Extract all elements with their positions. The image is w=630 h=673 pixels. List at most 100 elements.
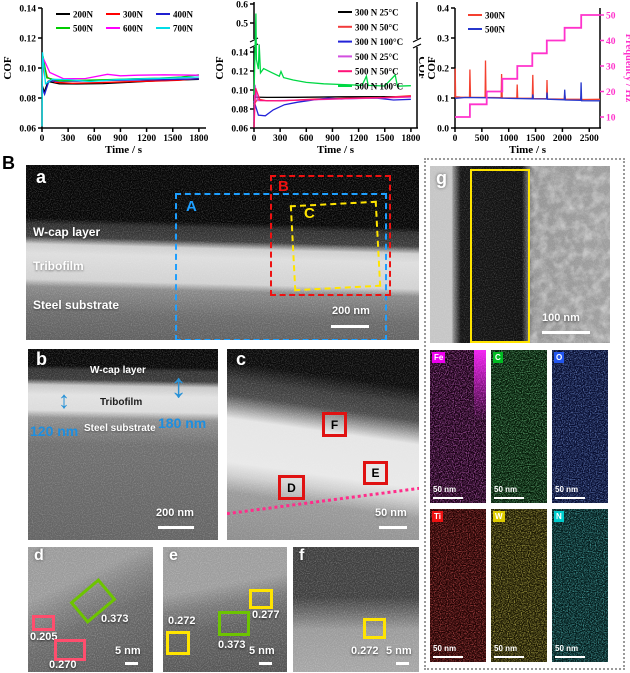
svg-text:1200: 1200	[349, 134, 368, 144]
series-500N	[41, 55, 199, 82]
lattice-value: 0.270	[49, 659, 77, 671]
series-500-N-50°C	[253, 87, 411, 128]
fe-rich-streak	[474, 350, 486, 420]
scale-text-g: 100 nm	[542, 312, 580, 324]
thickness-label-120: 120 nm	[30, 423, 79, 439]
svg-text:1800: 1800	[401, 134, 420, 144]
scale-text-a: 200 nm	[332, 305, 370, 317]
svg-text:600: 600	[87, 134, 102, 144]
panel-b-letter: b	[36, 349, 47, 369]
svg-text:1000: 1000	[499, 134, 518, 144]
scale-text-d: 5 nm	[115, 645, 141, 657]
element-chip: C	[493, 352, 503, 363]
svg-text:0.4: 0.4	[437, 5, 449, 15]
cof-vs-time-temperature-chart: 0 300 600 900 1200 1500 1800 0.06 0.08 0.10 0.12 0.…	[212, 0, 428, 156]
scale-bar-f	[396, 662, 409, 665]
svg-text:500 N 50°C: 500 N 50°C	[355, 67, 399, 77]
series-600N	[41, 58, 199, 80]
panel-e-letter: e	[169, 547, 178, 564]
speckle-overlay	[552, 350, 608, 503]
thickness-label-180: 180 nm	[158, 415, 207, 431]
svg-text:700N: 700N	[173, 24, 194, 34]
panel-f-letter: f	[299, 547, 305, 564]
lattice-box-yellow	[363, 618, 386, 639]
cof-vs-time-load-chart: 0 300 600 900 1200 1500 1800 0.06 0.08 0.10 0.12 0.…	[0, 0, 212, 157]
svg-text:0.6: 0.6	[236, 1, 248, 11]
svg-text:30: 30	[606, 63, 616, 73]
lattice-box-yellow	[166, 631, 190, 655]
svg-text:300 N 100°C: 300 N 100°C	[355, 37, 403, 47]
svg-text:10: 10	[606, 114, 616, 124]
lattice-box-pink	[54, 639, 86, 661]
micrograph-b-thickness: b W-cap layer Tribofilm Steel substrate …	[28, 349, 218, 540]
svg-text:0.08: 0.08	[231, 106, 248, 116]
eds-map-Ti: Ti 50 nm	[430, 509, 486, 662]
eds-map-Fe: Fe 50 nm	[430, 350, 486, 503]
svg-text:2000: 2000	[553, 134, 572, 144]
svg-text:0.10: 0.10	[19, 65, 36, 75]
element-chip: W	[493, 511, 505, 522]
svg-text:600N: 600N	[123, 24, 144, 34]
element-chip: Ti	[432, 511, 443, 522]
scale-text-f: 5 nm	[386, 645, 412, 657]
region-label-B: B	[278, 178, 289, 195]
svg-text:0.14: 0.14	[19, 5, 36, 15]
scale-text-b: 200 nm	[156, 507, 194, 519]
svg-text:200N: 200N	[73, 10, 94, 20]
scale-bar-c	[379, 526, 407, 529]
svg-text:300: 300	[61, 134, 76, 144]
micrograph-c-interface: c D E F 50 nm	[227, 349, 419, 540]
eds-scale-text: 50 nm	[555, 485, 579, 494]
svg-text:500: 500	[475, 134, 490, 144]
panel-B-letter: B	[2, 153, 15, 173]
svg-text:0.12: 0.12	[19, 35, 36, 45]
series-500N	[454, 82, 601, 102]
chart-svg: 0 500 1000 1500 2000 2500 0.0 0.1 0.2 0.3 0.4 10 20 3…	[426, 5, 630, 157]
site-box-D: D	[278, 475, 305, 500]
svg-text:2500: 2500	[580, 134, 599, 144]
micrograph-a-cross-section: a W-cap layer Tribofilm Steel substrate …	[26, 165, 419, 340]
svg-text:0.2: 0.2	[437, 65, 449, 75]
svg-text:0.1: 0.1	[437, 95, 449, 105]
eds-scale-text: 50 nm	[555, 644, 579, 653]
region-label-C: C	[304, 205, 315, 222]
lattice-box-yellow-2	[249, 589, 273, 609]
element-chip: N	[554, 511, 564, 522]
eds-scale-bar	[433, 497, 463, 499]
svg-text:0.5: 0.5	[236, 20, 248, 30]
speckle-overlay	[491, 350, 547, 503]
svg-text:0.3: 0.3	[437, 35, 449, 45]
eds-map-O: O 50 nm	[552, 350, 608, 503]
svg-text:300 N 50°C: 300 N 50°C	[355, 22, 399, 32]
svg-text:0.10: 0.10	[231, 87, 248, 97]
eds-scale-bar	[555, 656, 585, 658]
eds-region-box	[470, 169, 530, 343]
panel-a-letter: a	[36, 167, 47, 187]
eds-map-C: C 50 nm	[491, 350, 547, 503]
speckle-overlay	[491, 509, 547, 662]
svg-text:300 N 25°C: 300 N 25°C	[355, 8, 399, 18]
svg-text:300N: 300N	[123, 10, 144, 20]
site-box-E: E	[363, 461, 388, 485]
svg-text:500N: 500N	[73, 24, 94, 34]
series-700N	[41, 52, 199, 127]
hrtem-f: f 0.272 5 nm	[293, 547, 419, 672]
svg-text:500 N 100°C: 500 N 100°C	[355, 82, 403, 92]
svg-text:COF: COF	[426, 56, 438, 80]
lattice-value: 0.373	[101, 613, 129, 625]
svg-text:0.06: 0.06	[19, 125, 36, 135]
layer-label-tribofilm: Tribofilm	[33, 259, 84, 273]
svg-text:20: 20	[606, 88, 616, 98]
scale-bar-b	[158, 526, 194, 529]
eds-scale-text: 50 nm	[433, 485, 457, 494]
svg-text:0.08: 0.08	[19, 95, 36, 105]
eds-scale-text: 50 nm	[494, 485, 518, 494]
eds-map-N: N 50 nm	[552, 509, 608, 662]
scale-bar-g	[542, 331, 590, 334]
svg-text:0.06: 0.06	[231, 125, 248, 135]
layer-label-wcap: W-cap layer	[90, 365, 146, 376]
element-chip: O	[554, 352, 565, 363]
chart-svg: 0 300 600 900 1200 1500 1800 0.06 0.08 0.10 0.12 0.…	[2, 5, 209, 157]
scale-bar-e	[259, 662, 272, 665]
